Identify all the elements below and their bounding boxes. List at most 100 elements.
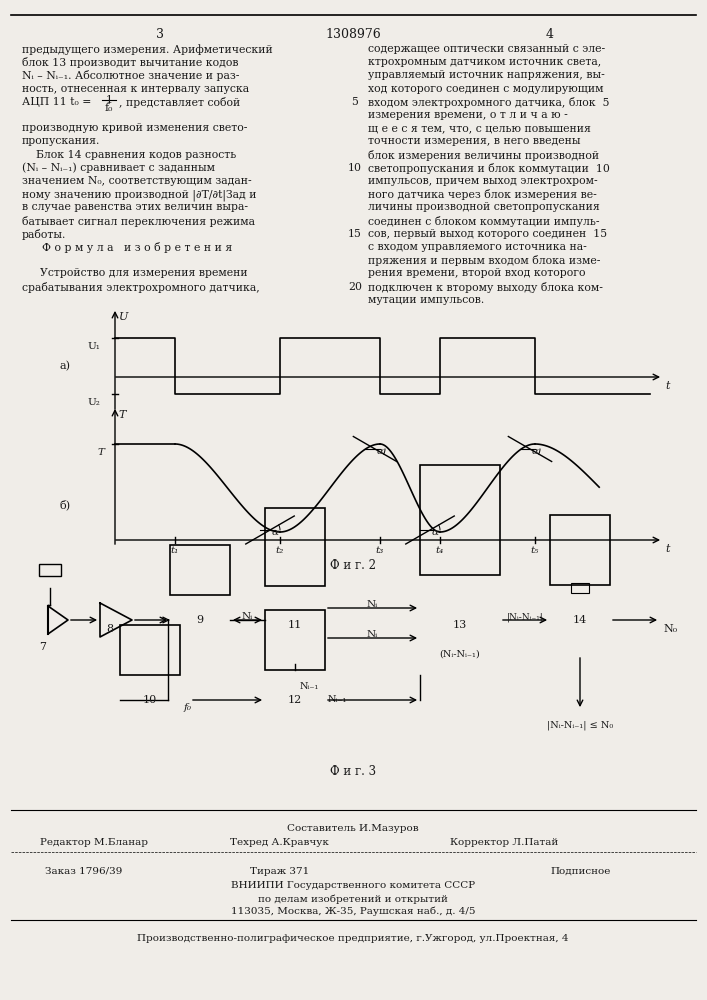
Text: Тираж 371: Тираж 371	[250, 867, 310, 876]
Text: пряжения и первым входом блока изме-: пряжения и первым входом блока изме-	[368, 255, 600, 266]
Text: содержащее оптически связанный с эле-: содержащее оптически связанный с эле-	[368, 44, 605, 54]
Text: N₀: N₀	[663, 624, 677, 634]
Text: Техред А.Кравчук: Техред А.Кравчук	[230, 838, 329, 847]
Text: Nᵢ – Nᵢ₋₁. Абсолютное значение и раз-: Nᵢ – Nᵢ₋₁. Абсолютное значение и раз-	[22, 70, 240, 81]
Text: (Nᵢ – Nᵢ₋₁) сравнивает с заданным: (Nᵢ – Nᵢ₋₁) сравнивает с заданным	[22, 163, 215, 173]
Text: входом электрохромного датчика, блок  5: входом электрохромного датчика, блок 5	[368, 97, 609, 108]
Bar	[571, 583, 589, 593]
Text: Подписное: Подписное	[550, 867, 610, 876]
Text: соединен с блоком коммутации импуль-: соединен с блоком коммутации импуль-	[368, 216, 600, 227]
Text: в случае равенства этих величин выра-: в случае равенства этих величин выра-	[22, 202, 248, 212]
Text: 15: 15	[348, 229, 362, 239]
Text: U₁: U₁	[87, 342, 100, 351]
Text: импульсов, причем выход электрохром-: импульсов, причем выход электрохром-	[368, 176, 597, 186]
Text: 12: 12	[288, 695, 302, 705]
Text: Nᵢ: Nᵢ	[366, 630, 378, 639]
Text: ного датчика через блок измерения ве-: ного датчика через блок измерения ве-	[368, 189, 597, 200]
Text: α: α	[532, 447, 539, 456]
Text: производную кривой изменения свето-: производную кривой изменения свето-	[22, 123, 247, 133]
Text: пропускания.: пропускания.	[22, 136, 100, 146]
Text: f₀: f₀	[105, 103, 113, 113]
Text: Заказ 1796/39: Заказ 1796/39	[45, 867, 122, 876]
Text: α: α	[377, 447, 384, 456]
Text: 8: 8	[107, 624, 114, 634]
Bar	[170, 545, 230, 595]
Text: Блок 14 сравнения кодов разность: Блок 14 сравнения кодов разность	[22, 150, 236, 160]
Text: |Nᵢ-Nᵢ₋₁|: |Nᵢ-Nᵢ₋₁|	[507, 612, 544, 621]
Text: управляемый источник напряжения, вы-: управляемый источник напряжения, вы-	[368, 70, 604, 80]
Text: t: t	[665, 544, 670, 554]
Text: Nᵢ: Nᵢ	[241, 612, 252, 621]
Text: ность, отнесенная к интервалу запуска: ность, отнесенная к интервалу запуска	[22, 84, 249, 94]
Text: сов, первый выход которого соединен  15: сов, первый выход которого соединен 15	[368, 229, 607, 239]
Text: предыдущего измерения. Арифметический: предыдущего измерения. Арифметический	[22, 44, 273, 55]
Text: блок 13 производит вычитание кодов: блок 13 производит вычитание кодов	[22, 57, 238, 68]
Text: t₂: t₂	[275, 546, 284, 555]
Text: Nᵢ: Nᵢ	[366, 600, 378, 609]
Text: ному значению производной |∂T/∂t|Зад и: ному значению производной |∂T/∂t|Зад и	[22, 189, 257, 201]
Text: 3: 3	[156, 28, 164, 41]
Text: α: α	[272, 528, 279, 537]
Text: работы.: работы.	[22, 229, 66, 240]
Text: t₁: t₁	[170, 546, 178, 555]
Text: 1308976: 1308976	[325, 28, 381, 41]
Bar	[550, 515, 610, 585]
Text: 4: 4	[546, 28, 554, 41]
Text: Корректор Л.Патай: Корректор Л.Патай	[450, 838, 559, 847]
Text: T: T	[97, 448, 104, 457]
Text: 7: 7	[39, 642, 46, 652]
Text: 20: 20	[348, 282, 362, 292]
Text: Ф и г. 3: Ф и г. 3	[330, 765, 376, 778]
Text: 9: 9	[197, 615, 204, 625]
Text: ктрохромным датчиком источник света,: ктрохромным датчиком источник света,	[368, 57, 601, 67]
Text: 13: 13	[453, 620, 467, 630]
Text: 113035, Москва, Ж-35, Раушская наб., д. 4/5: 113035, Москва, Ж-35, Раушская наб., д. …	[230, 907, 475, 916]
Text: 11: 11	[288, 620, 302, 630]
Text: значением N₀, соответствующим задан-: значением N₀, соответствующим задан-	[22, 176, 252, 186]
Text: α: α	[432, 528, 439, 537]
Text: точности измерения, в него введены: точности измерения, в него введены	[368, 136, 580, 146]
Text: личины производной светопропускания: личины производной светопропускания	[368, 202, 600, 212]
Bar	[265, 610, 325, 670]
Text: а): а)	[60, 361, 71, 371]
Text: Nᵢ₋₁: Nᵢ₋₁	[300, 682, 320, 691]
Text: щ е е с я тем, что, с целью повышения: щ е е с я тем, что, с целью повышения	[368, 123, 591, 133]
Text: мутации импульсов.: мутации импульсов.	[368, 295, 484, 305]
Text: , представляет собой: , представляет собой	[119, 97, 240, 108]
Bar	[120, 625, 180, 675]
Text: светопропускания и блок коммутации  10: светопропускания и блок коммутации 10	[368, 163, 610, 174]
Text: t₅: t₅	[530, 546, 538, 555]
Text: t: t	[665, 381, 670, 391]
Text: Ф о р м у л а   и з о б р е т е н и я: Ф о р м у л а и з о б р е т е н и я	[42, 242, 233, 253]
Text: Nᵢ₋₁: Nᵢ₋₁	[328, 695, 347, 704]
Text: 14: 14	[573, 615, 587, 625]
Text: измерения времени, о т л и ч а ю -: измерения времени, о т л и ч а ю -	[368, 110, 568, 120]
Text: блок измерения величины производной: блок измерения величины производной	[368, 150, 599, 161]
Text: U₂: U₂	[87, 398, 100, 407]
Text: t₄: t₄	[435, 546, 443, 555]
Text: срабатывания электрохромного датчика,: срабатывания электрохромного датчика,	[22, 282, 259, 293]
Text: ВНИИПИ Государственного комитета СССР: ВНИИПИ Государственного комитета СССР	[231, 881, 475, 890]
Text: Редактор М.Бланар: Редактор М.Бланар	[40, 838, 148, 847]
Text: U: U	[119, 312, 129, 322]
Text: батывает сигнал переключения режима: батывает сигнал переключения режима	[22, 216, 255, 227]
Text: t₃: t₃	[375, 546, 383, 555]
Text: |Nᵢ-Nᵢ₋₁| ≤ N₀: |Nᵢ-Nᵢ₋₁| ≤ N₀	[547, 720, 613, 730]
Text: 1: 1	[105, 95, 112, 105]
Bar	[39, 564, 61, 576]
Text: подключен к второму выходу блока ком-: подключен к второму выходу блока ком-	[368, 282, 603, 293]
Text: по делам изобретений и открытий: по делам изобретений и открытий	[258, 894, 448, 904]
Text: (Nᵢ-Nᵢ₋₁): (Nᵢ-Nᵢ₋₁)	[440, 650, 480, 659]
Text: 10: 10	[143, 695, 157, 705]
Bar	[265, 508, 325, 586]
Text: Составитель И.Мазуров: Составитель И.Мазуров	[287, 824, 419, 833]
Text: 10: 10	[348, 163, 362, 173]
Text: рения времени, второй вход которого: рения времени, второй вход которого	[368, 268, 585, 278]
Text: б): б)	[60, 500, 71, 511]
Text: T: T	[118, 410, 125, 420]
Text: с входом управляемого источника на-: с входом управляемого источника на-	[368, 242, 587, 252]
Text: ход которого соединен с модулирующим: ход которого соединен с модулирующим	[368, 84, 604, 94]
Text: Производственно-полиграфическое предприятие, г.Ужгород, ул.Проектная, 4: Производственно-полиграфическое предприя…	[137, 934, 568, 943]
Text: АЦП 11 t₀ =: АЦП 11 t₀ =	[22, 97, 95, 107]
Bar	[420, 465, 500, 575]
